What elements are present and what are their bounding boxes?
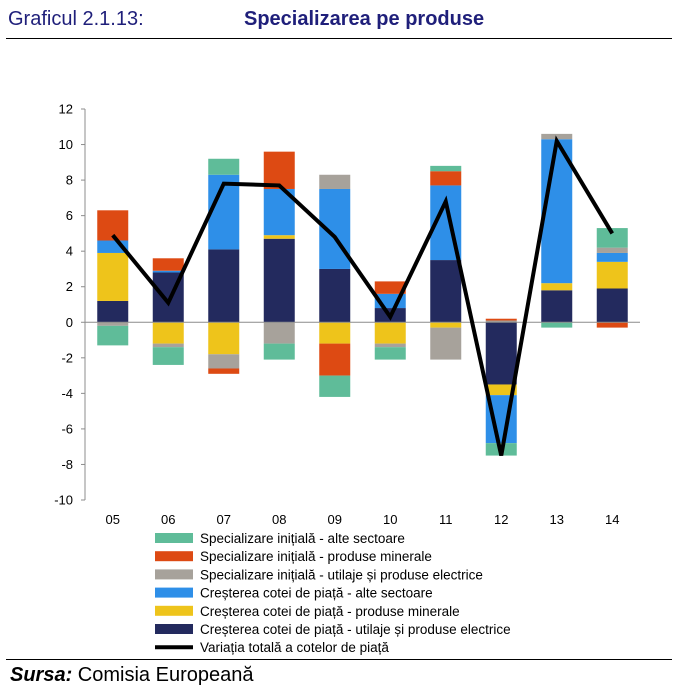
legend-label: Specializare inițială - utilaje și produ… bbox=[200, 567, 483, 582]
bar-segment bbox=[319, 174, 351, 189]
y-tick-label: 8 bbox=[66, 173, 73, 188]
legend-label: Specializare inițială - produse minerale bbox=[200, 549, 432, 564]
x-tick-label: 11 bbox=[439, 512, 453, 527]
bar-segment bbox=[541, 283, 573, 291]
y-tick-label: -4 bbox=[61, 386, 73, 401]
bar-segment bbox=[97, 325, 129, 346]
chart-title: Specializarea pe produse bbox=[244, 8, 485, 30]
legend-swatch bbox=[155, 624, 193, 634]
y-tick-label: 4 bbox=[66, 244, 73, 259]
source-note: Sursa: Comisia Europeană bbox=[10, 664, 253, 687]
bar-segment bbox=[430, 327, 462, 360]
bar-segment bbox=[263, 343, 295, 360]
bar-segment bbox=[208, 368, 240, 374]
bar-segment bbox=[208, 354, 240, 369]
bar-segment bbox=[263, 151, 295, 189]
y-tick-label: -8 bbox=[61, 457, 73, 472]
bar-segment bbox=[152, 258, 184, 271]
legend-swatch bbox=[155, 569, 193, 580]
bar-segment bbox=[596, 228, 628, 248]
bar-segment bbox=[208, 249, 240, 323]
bar-segment bbox=[97, 300, 129, 323]
bar-segment bbox=[485, 384, 517, 396]
bar-segment bbox=[319, 343, 351, 376]
bar-segment bbox=[596, 247, 628, 253]
bar-segment bbox=[152, 347, 184, 365]
bar-segment bbox=[596, 252, 628, 262]
x-tick-label: 14 bbox=[605, 512, 619, 527]
source-text: Comisia Europeană bbox=[72, 664, 254, 686]
y-tick-label: -2 bbox=[61, 350, 73, 365]
bar-segment bbox=[263, 235, 295, 239]
y-tick-label: 10 bbox=[59, 137, 73, 152]
bar-segment bbox=[263, 238, 295, 323]
bar-segment bbox=[374, 322, 406, 344]
bar-segment bbox=[319, 268, 351, 323]
legend-swatch bbox=[155, 587, 193, 598]
bar-segment bbox=[152, 270, 184, 273]
bar-segment bbox=[430, 260, 462, 323]
legend-label: Creșterea cotei de piață - alte sectoare bbox=[200, 586, 433, 601]
figure-label: Graficul 2.1.13: bbox=[8, 8, 144, 30]
bar-segment bbox=[485, 318, 517, 321]
bar-segment bbox=[430, 165, 462, 172]
bar-segment bbox=[485, 320, 517, 323]
bar-segment bbox=[541, 139, 573, 284]
legend-swatch bbox=[155, 605, 193, 616]
footer-divider bbox=[6, 659, 672, 660]
legend-label: Creșterea cotei de piață - utilaje și pr… bbox=[200, 622, 511, 637]
bar-segment bbox=[208, 322, 240, 355]
bar-segment bbox=[430, 171, 462, 186]
x-tick-label: 06 bbox=[161, 512, 175, 527]
bar-segment bbox=[430, 322, 462, 328]
legend-label: Variația totală a cotelor de piață bbox=[200, 640, 389, 655]
figure-header: Graficul 2.1.13: Specializarea pe produs… bbox=[0, 0, 684, 40]
x-tick-label: 12 bbox=[494, 512, 508, 527]
total-variation-line bbox=[111, 135, 614, 456]
source-label: Sursa: bbox=[10, 664, 73, 686]
bar-segment bbox=[374, 347, 406, 360]
bar-segment bbox=[97, 252, 129, 301]
header-divider bbox=[6, 38, 672, 39]
bar-segment bbox=[152, 322, 184, 344]
stacked-bar-chart: 12 10 8 6 4 2 0 -2 -4 -6 -8 -10 05 06 07 08 09 10 11 12 13 14… bbox=[54, 102, 640, 655]
legend-label: Creșterea cotei de piață - produse miner… bbox=[200, 604, 460, 619]
bar-segment bbox=[596, 288, 628, 323]
y-tick-label: 2 bbox=[66, 279, 73, 294]
legend-label: Specializare inițială - alte sectoare bbox=[200, 531, 405, 546]
x-tick-label: 08 bbox=[272, 512, 286, 527]
bar-segment bbox=[263, 322, 295, 344]
y-tick-label: -10 bbox=[54, 493, 73, 508]
bar-segment bbox=[374, 343, 406, 348]
y-tick-label: 6 bbox=[66, 208, 73, 223]
bar-segment bbox=[97, 322, 129, 326]
y-tick-label: -6 bbox=[61, 421, 73, 436]
legend-swatch bbox=[155, 533, 193, 543]
bar-segment bbox=[541, 133, 573, 140]
x-tick-label: 07 bbox=[217, 512, 231, 527]
x-tick-label: 10 bbox=[383, 512, 397, 527]
y-tick-label: 0 bbox=[66, 315, 73, 330]
bar-segment bbox=[152, 343, 184, 348]
legend-swatch bbox=[155, 551, 193, 562]
bar-segment bbox=[541, 290, 573, 323]
bar-segment bbox=[374, 281, 406, 294]
x-tick-label: 09 bbox=[328, 512, 342, 527]
bar-segment bbox=[319, 375, 351, 397]
x-tick-label: 05 bbox=[106, 512, 120, 527]
bar-segment bbox=[319, 322, 351, 344]
y-tick-label: 12 bbox=[59, 102, 73, 117]
bar-segment bbox=[208, 158, 240, 175]
bar-segment bbox=[596, 322, 628, 328]
bar-segment bbox=[541, 322, 573, 328]
bar-segment bbox=[596, 261, 628, 289]
x-tick-label: 13 bbox=[550, 512, 564, 527]
bar-segment bbox=[485, 322, 517, 385]
